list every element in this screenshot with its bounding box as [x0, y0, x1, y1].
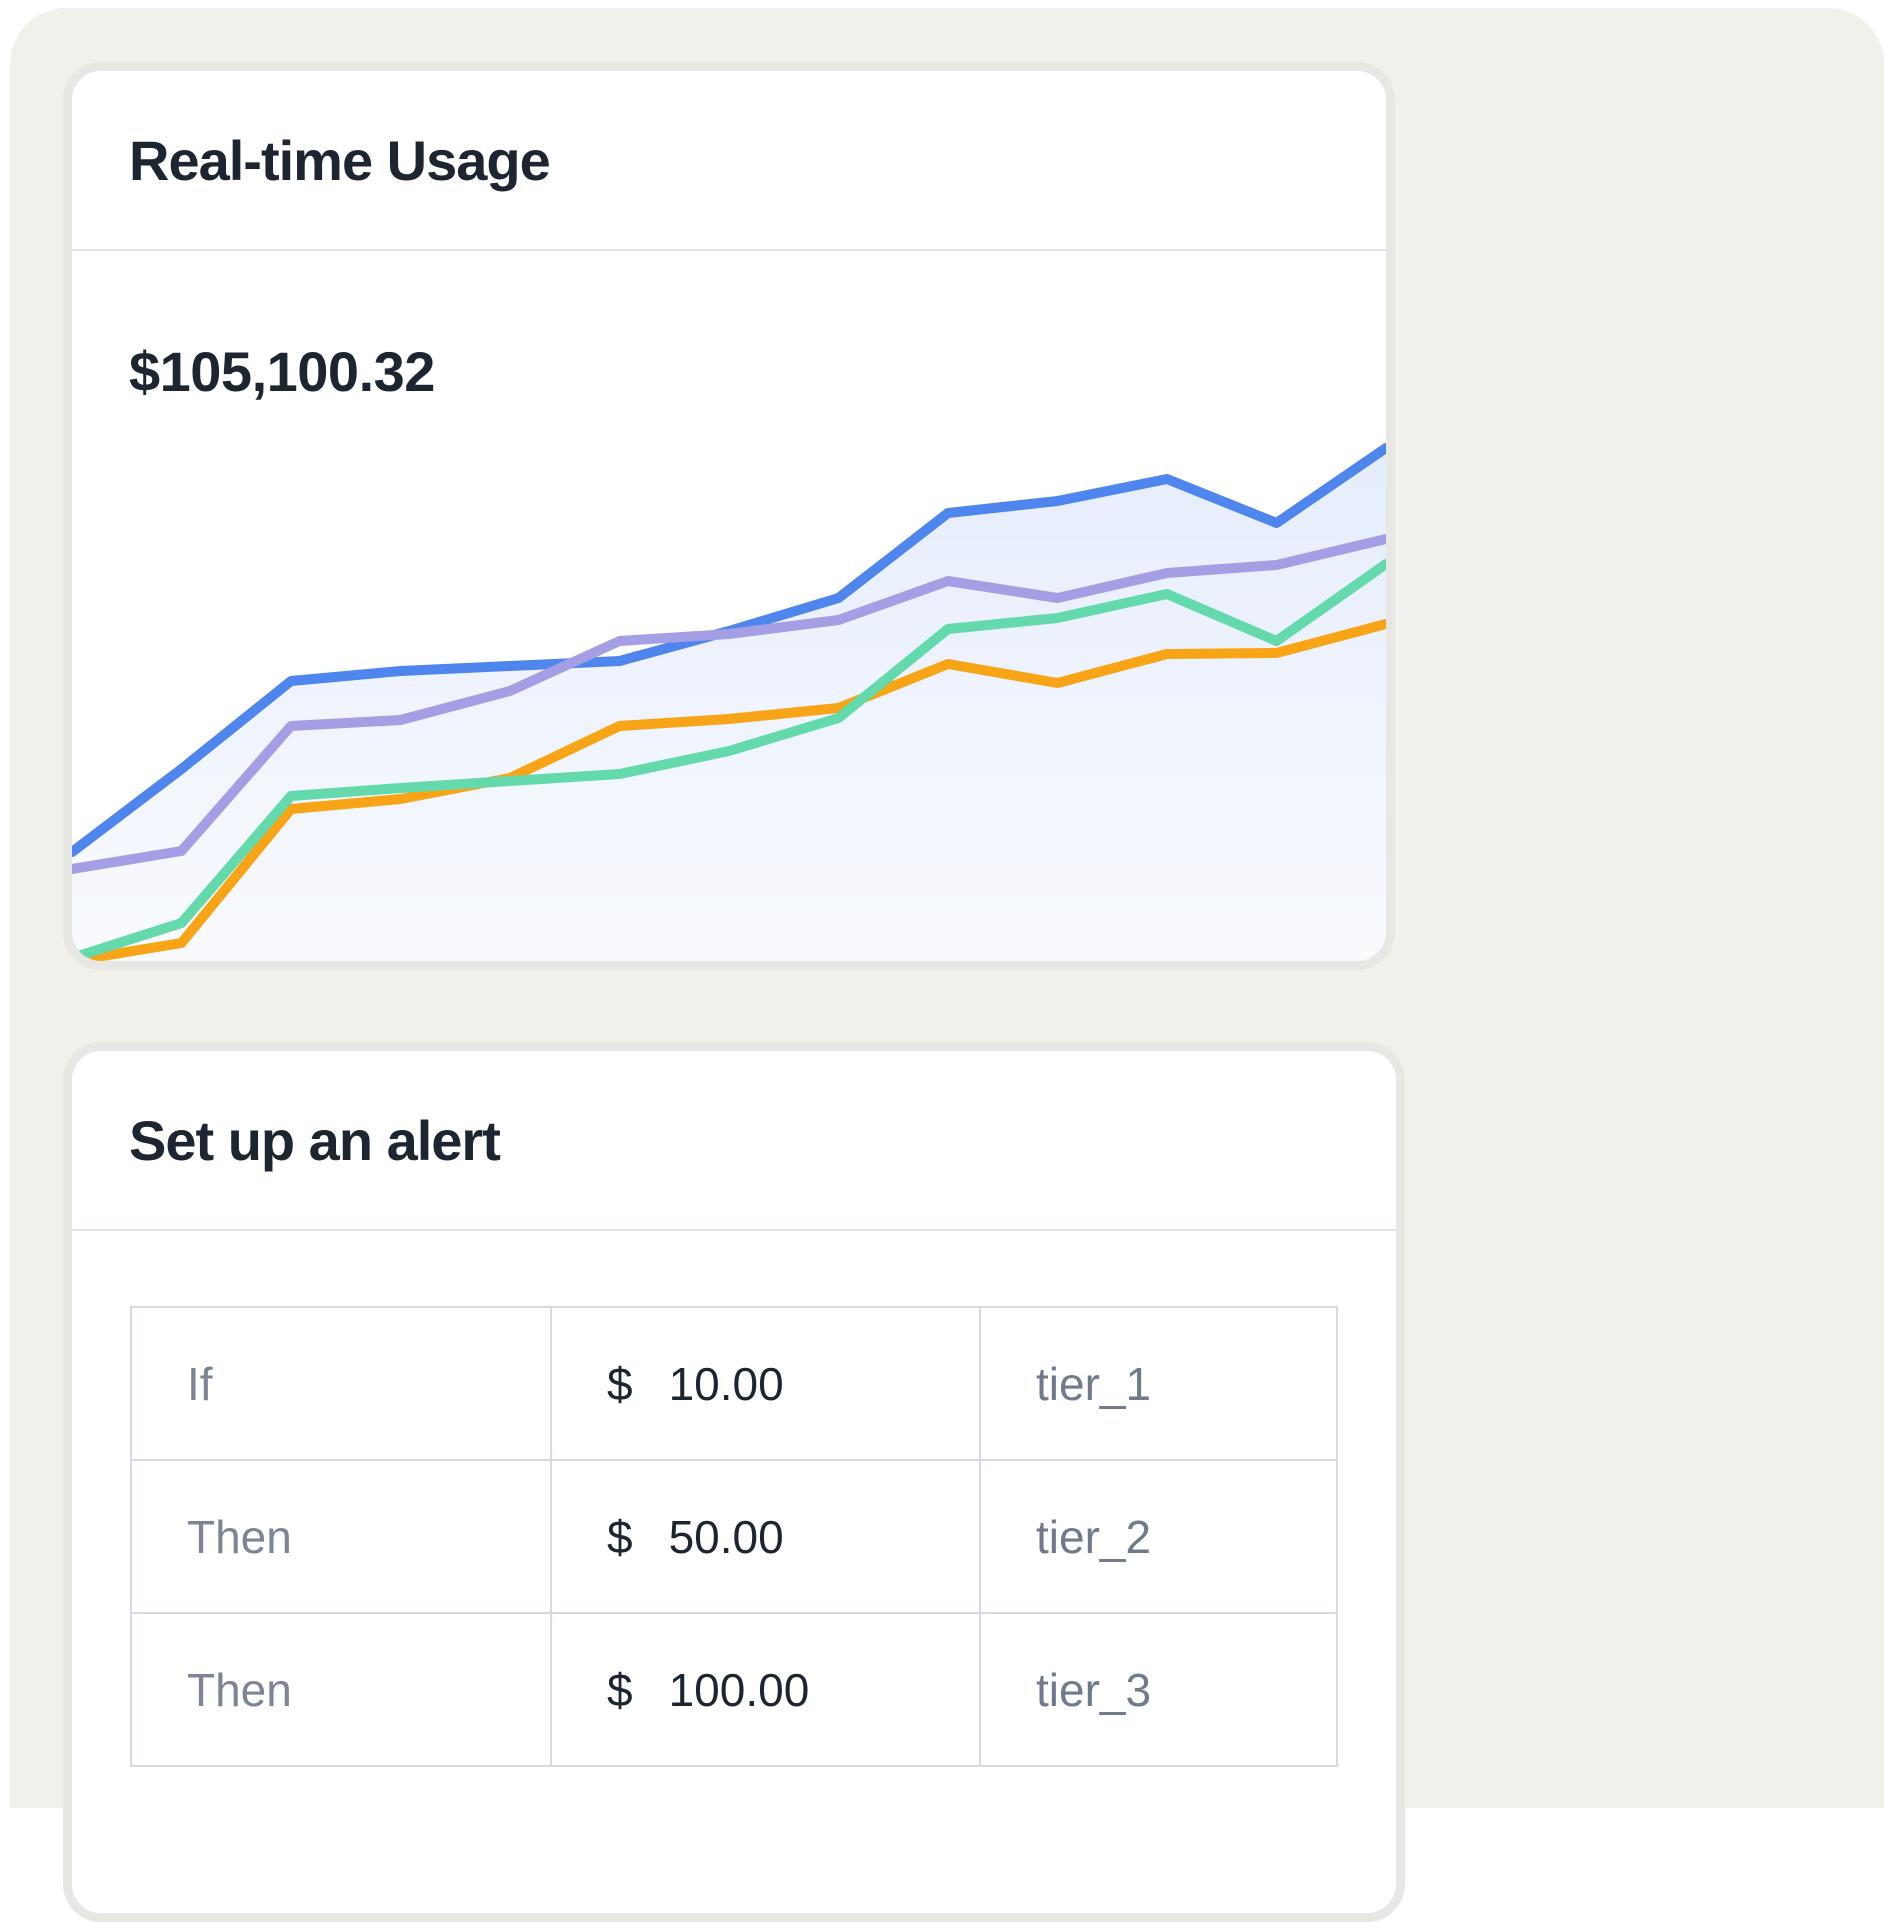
condition-field[interactable]: Then	[130, 1459, 552, 1614]
alert-card: Set up an alert If $10.00 tier_1 Then $5…	[63, 1042, 1405, 1922]
tier-field[interactable]: tier_2	[979, 1459, 1338, 1614]
chart-line-green	[72, 559, 1386, 961]
amount-field[interactable]: $10.00	[550, 1306, 981, 1461]
usage-amount: $105,100.32	[129, 340, 435, 403]
usage-chart	[72, 443, 1386, 961]
tier-field[interactable]: tier_3	[979, 1612, 1338, 1767]
alert-card-header: Set up an alert	[72, 1051, 1396, 1231]
usage-card-header: Real-time Usage	[72, 71, 1386, 251]
amount-value: 50.00	[668, 1510, 784, 1563]
currency-symbol: $	[607, 1357, 633, 1410]
condition-field[interactable]: If	[130, 1306, 552, 1461]
currency-symbol: $	[607, 1663, 633, 1716]
table-row: If $10.00 tier_1	[130, 1306, 1338, 1461]
amount-value: 100.00	[668, 1663, 810, 1716]
tier-field[interactable]: tier_1	[979, 1306, 1338, 1461]
table-row: Then $100.00 tier_3	[130, 1612, 1338, 1767]
usage-card-title: Real-time Usage	[129, 128, 551, 192]
amount-field[interactable]: $100.00	[550, 1612, 981, 1767]
alert-table: If $10.00 tier_1 Then $50.00 tier_2 Then…	[130, 1306, 1338, 1767]
amount-field[interactable]: $50.00	[550, 1459, 981, 1614]
chart-area-fill	[72, 448, 1386, 961]
currency-symbol: $	[607, 1510, 633, 1563]
chart-line-purple	[72, 534, 1386, 874]
condition-field[interactable]: Then	[130, 1612, 552, 1767]
table-row: Then $50.00 tier_2	[130, 1459, 1338, 1614]
chart-line-orange	[72, 619, 1386, 961]
amount-value: 10.00	[668, 1357, 784, 1410]
alert-card-title: Set up an alert	[129, 1108, 501, 1172]
usage-card: Real-time Usage $105,100.32	[63, 62, 1395, 970]
